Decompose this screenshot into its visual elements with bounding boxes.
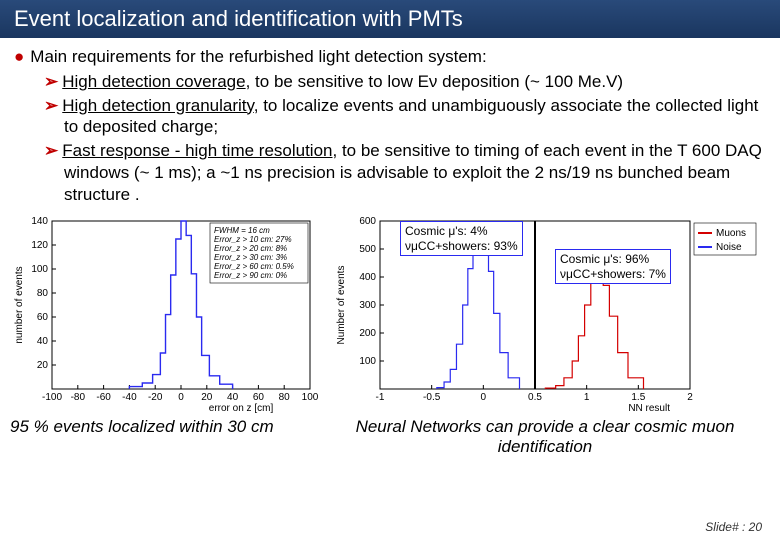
svg-text:Error_z > 10 cm: 27%: Error_z > 10 cm: 27% xyxy=(214,235,292,244)
req2-underline: High detection granularity xyxy=(62,96,254,115)
svg-text:400: 400 xyxy=(359,272,376,283)
svg-text:1.5: 1.5 xyxy=(631,392,645,403)
req-3: ➢Fast response - high time resolution, t… xyxy=(44,140,766,205)
svg-text:Error_z > 30 cm: 3%: Error_z > 30 cm: 3% xyxy=(214,253,287,262)
annot-right-top: Cosmic μ's: 96% xyxy=(560,252,666,266)
svg-text:100: 100 xyxy=(31,264,48,275)
svg-text:-1: -1 xyxy=(376,392,385,403)
svg-text:Number of events: Number of events xyxy=(336,266,347,345)
svg-text:0: 0 xyxy=(178,392,184,403)
svg-text:100: 100 xyxy=(359,356,376,367)
svg-text:-60: -60 xyxy=(96,392,111,403)
right-chart: -1 -0.5 0 0.5 1 1.5 2 100 200 300 400 500 600 Muons No… xyxy=(330,213,760,413)
svg-text:number of events: number of events xyxy=(14,267,25,344)
req3-underline: Fast response - high time resolution xyxy=(62,141,332,160)
svg-text:Error_z > 20 cm: 8%: Error_z > 20 cm: 8% xyxy=(214,244,287,253)
svg-text:-100: -100 xyxy=(42,392,62,403)
svg-text:NN result: NN result xyxy=(628,403,670,413)
svg-text:600: 600 xyxy=(359,216,376,227)
svg-text:100: 100 xyxy=(302,392,319,403)
arrow-icon: ➢ xyxy=(44,96,58,115)
slide-footer: Slide# : 20 xyxy=(705,520,762,534)
content-body: ● Main requirements for the refurbished l… xyxy=(0,38,780,205)
svg-text:60: 60 xyxy=(253,392,265,403)
svg-text:Error_z > 60 cm: 0.5%: Error_z > 60 cm: 0.5% xyxy=(214,262,294,271)
annot-left-box: Cosmic μ's: 4% νμCC+showers: 93% xyxy=(400,221,523,256)
svg-text:-20: -20 xyxy=(148,392,163,403)
left-chart: -100 -80 -60 -40 -20 0 20 40 60 80 100 20 40 60 80 100 1… xyxy=(10,213,320,413)
svg-text:-80: -80 xyxy=(71,392,86,403)
req-1: ➢High detection coverage, to be sensitiv… xyxy=(44,71,766,93)
main-text: Main requirements for the refurbished li… xyxy=(30,47,486,66)
main-requirement-line: ● Main requirements for the refurbished l… xyxy=(14,46,766,68)
svg-text:300: 300 xyxy=(359,300,376,311)
svg-text:120: 120 xyxy=(31,240,48,251)
svg-text:FWHM = 16 cm: FWHM = 16 cm xyxy=(214,226,270,235)
svg-text:140: 140 xyxy=(31,216,48,227)
req1-underline: High detection coverage xyxy=(62,72,245,91)
svg-text:20: 20 xyxy=(201,392,213,403)
slide-title: Event localization and identification wi… xyxy=(0,0,780,38)
svg-text:40: 40 xyxy=(37,336,49,347)
svg-text:-0.5: -0.5 xyxy=(423,392,441,403)
caption-left: 95 % events localized within 30 cm xyxy=(10,417,320,457)
svg-text:80: 80 xyxy=(279,392,291,403)
svg-text:Muons: Muons xyxy=(716,228,746,239)
svg-text:Noise: Noise xyxy=(716,242,742,253)
bullet-icon: ● xyxy=(14,47,24,66)
svg-text:500: 500 xyxy=(359,244,376,255)
svg-text:80: 80 xyxy=(37,288,49,299)
svg-text:0: 0 xyxy=(481,392,487,403)
svg-text:40: 40 xyxy=(227,392,239,403)
annot-left-bot: νμCC+showers: 93% xyxy=(405,239,518,253)
annot-right-box: Cosmic μ's: 96% νμCC+showers: 7% xyxy=(555,249,671,284)
svg-text:2: 2 xyxy=(687,392,693,403)
svg-text:20: 20 xyxy=(37,360,49,371)
arrow-icon: ➢ xyxy=(44,72,58,91)
svg-text:error on z [cm]: error on z [cm] xyxy=(209,403,274,413)
annot-right-bot: νμCC+showers: 7% xyxy=(560,267,666,281)
svg-text:Error_z > 90 cm: 0%: Error_z > 90 cm: 0% xyxy=(214,271,287,280)
arrow-icon: ➢ xyxy=(44,141,58,160)
svg-text:-40: -40 xyxy=(122,392,137,403)
svg-text:1: 1 xyxy=(584,392,590,403)
svg-text:0.5: 0.5 xyxy=(528,392,542,403)
svg-text:60: 60 xyxy=(37,312,49,323)
annot-left-top: Cosmic μ's: 4% xyxy=(405,224,518,238)
caption-right: Neural Networks can provide a clear cosm… xyxy=(330,417,760,457)
req-2: ➢High detection granularity, to localize… xyxy=(44,95,766,139)
svg-text:200: 200 xyxy=(359,328,376,339)
req1-rest: , to be sensitive to low Eν deposition (… xyxy=(246,72,624,91)
